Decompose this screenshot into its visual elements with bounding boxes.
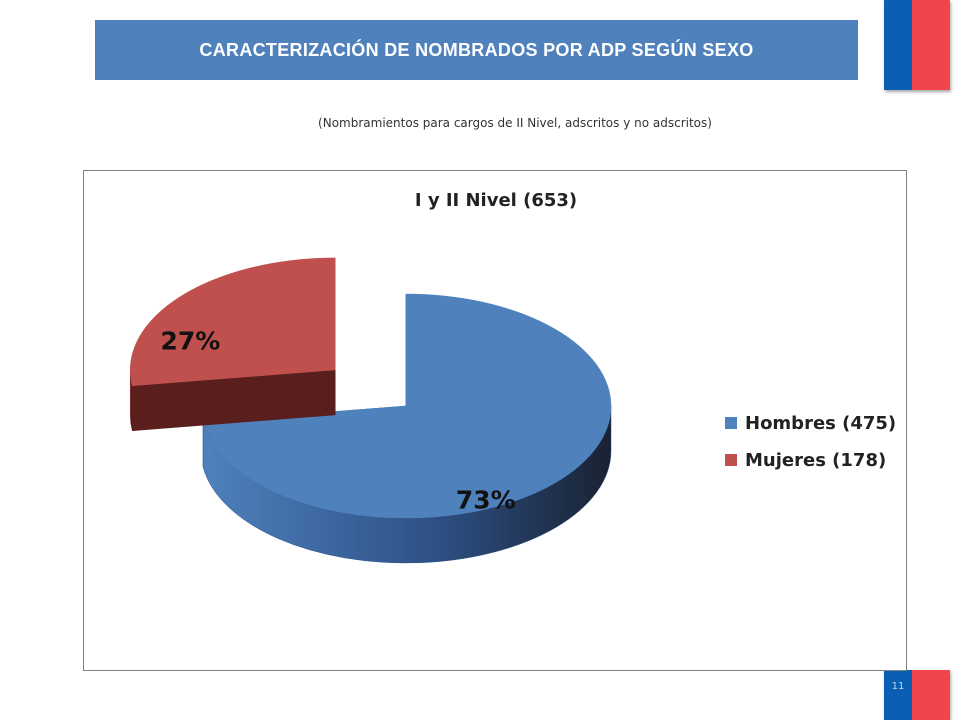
flag-red-stripe — [912, 670, 950, 720]
pie-slice-hombres — [202, 293, 612, 564]
flag-blue-stripe — [884, 0, 912, 90]
pie-slice-mujeres — [129, 257, 336, 432]
page-subtitle: (Nombramientos para cargos de II Nivel, … — [318, 116, 712, 130]
percent-label-hombres: 73% — [456, 485, 516, 514]
page-title: CARACTERIZACIÓN DE NOMBRADOS POR ADP SEG… — [199, 39, 754, 60]
chart-title: I y II Nivel (653) — [415, 190, 577, 211]
flag-top-logo — [884, 0, 950, 90]
legend-swatch — [725, 454, 737, 466]
legend-swatch — [725, 417, 737, 429]
chart-frame: I y II Nivel (653) 73% 27% Hombres (475) Muj… — [83, 170, 907, 671]
chart-legend: Hombres (475) Mujeres (178) — [725, 413, 896, 471]
flag-red-stripe — [912, 0, 950, 90]
slide-number: 11 — [891, 681, 905, 692]
title-bar: CARACTERIZACIÓN DE NOMBRADOS POR ADP SEG… — [95, 20, 858, 80]
flag-blue-stripe — [884, 670, 912, 720]
legend-label: Mujeres (178) — [745, 450, 886, 471]
legend-label: Hombres (475) — [745, 413, 896, 434]
flag-bottom-logo — [884, 670, 950, 720]
percent-label-mujeres: 27% — [160, 327, 220, 356]
pie-chart: I y II Nivel (653) 73% 27% Hombres (475) Muj… — [129, 190, 896, 564]
